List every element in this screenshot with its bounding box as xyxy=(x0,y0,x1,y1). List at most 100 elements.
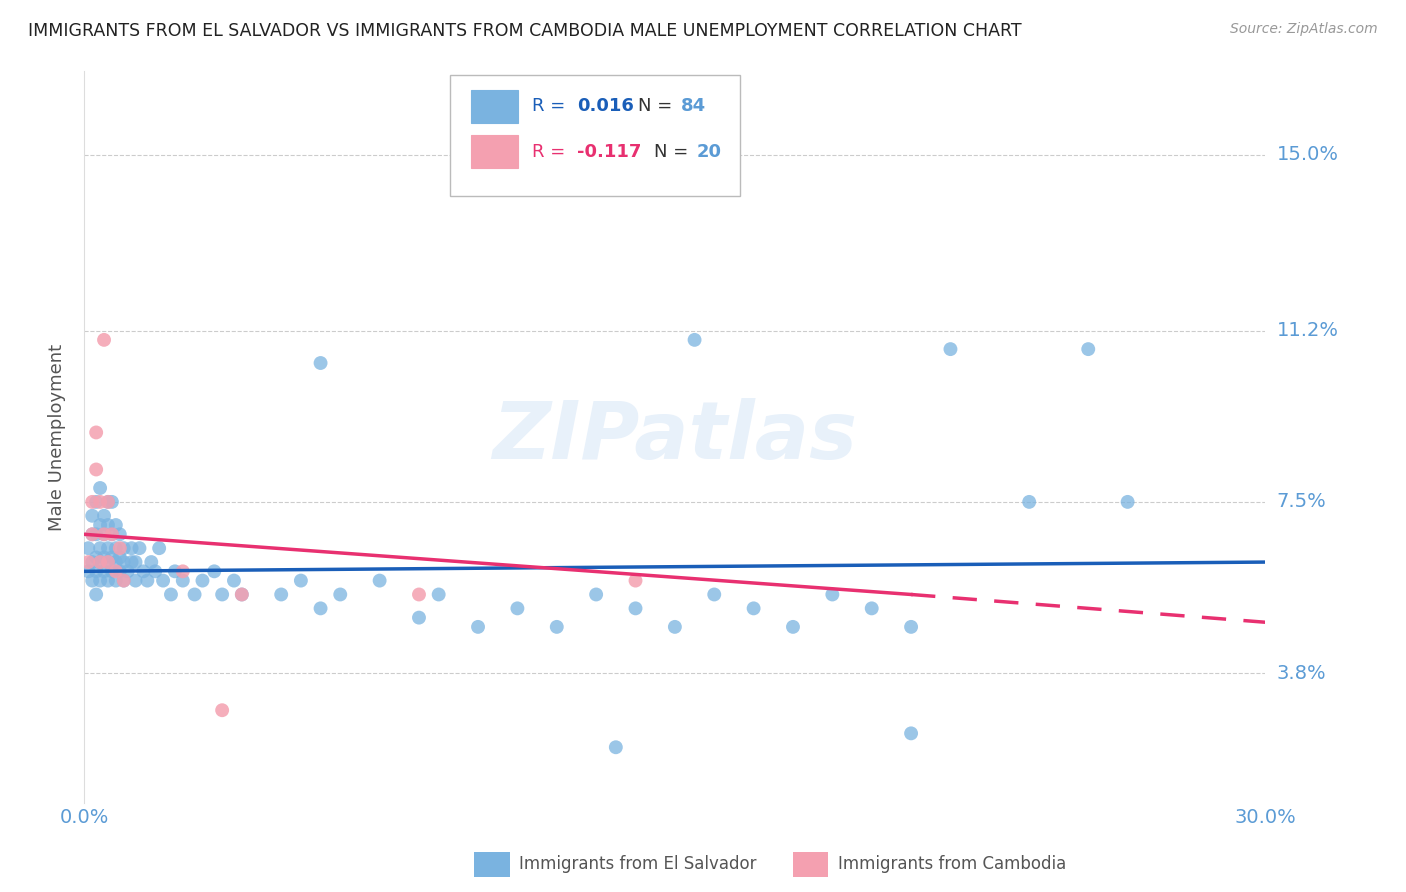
Point xyxy=(84,587,107,601)
Point xyxy=(108,541,131,556)
Point xyxy=(97,555,120,569)
Point xyxy=(202,565,225,579)
Text: 0.016: 0.016 xyxy=(576,97,634,115)
Point xyxy=(82,495,104,509)
Point xyxy=(82,574,104,588)
Point xyxy=(104,574,127,588)
Point xyxy=(84,527,107,541)
Point xyxy=(136,574,159,588)
Point xyxy=(97,518,120,533)
Point xyxy=(467,620,489,634)
Point xyxy=(104,518,127,533)
Point xyxy=(82,527,104,541)
Point xyxy=(683,333,706,347)
Point xyxy=(163,565,186,579)
Text: Immigrants from El Salvador: Immigrants from El Salvador xyxy=(519,855,756,873)
FancyBboxPatch shape xyxy=(474,852,509,878)
Point xyxy=(84,550,107,565)
Point xyxy=(211,587,233,601)
Point xyxy=(97,541,120,556)
Point xyxy=(148,541,170,556)
Point xyxy=(89,574,111,588)
Point xyxy=(939,342,962,356)
Point xyxy=(89,555,111,569)
Point xyxy=(93,508,115,523)
Point xyxy=(93,550,115,565)
Point xyxy=(191,574,214,588)
Point xyxy=(152,574,174,588)
Point xyxy=(108,565,131,579)
Point xyxy=(89,518,111,533)
Point xyxy=(860,601,883,615)
Point xyxy=(143,565,166,579)
FancyBboxPatch shape xyxy=(471,136,517,169)
Point xyxy=(101,565,124,579)
Y-axis label: Male Unemployment: Male Unemployment xyxy=(48,343,66,531)
Point xyxy=(585,587,607,601)
Point xyxy=(82,527,104,541)
Point xyxy=(108,550,131,565)
Point xyxy=(89,495,111,509)
Point xyxy=(211,703,233,717)
Point xyxy=(117,565,139,579)
Point xyxy=(112,574,135,588)
Text: 84: 84 xyxy=(681,97,706,115)
Point xyxy=(104,555,127,569)
Point xyxy=(703,587,725,601)
Point xyxy=(624,601,647,615)
Point xyxy=(97,495,120,509)
Point xyxy=(89,481,111,495)
Point xyxy=(782,620,804,634)
FancyBboxPatch shape xyxy=(450,75,740,195)
Point xyxy=(231,587,253,601)
Point xyxy=(121,555,143,569)
Text: Source: ZipAtlas.com: Source: ZipAtlas.com xyxy=(1230,22,1378,37)
Point xyxy=(132,565,155,579)
Point xyxy=(128,541,150,556)
Point xyxy=(605,740,627,755)
Text: R =: R = xyxy=(531,143,571,161)
Point xyxy=(101,550,124,565)
Point xyxy=(309,356,332,370)
Point xyxy=(77,565,100,579)
Point xyxy=(664,620,686,634)
Point xyxy=(97,555,120,569)
Point xyxy=(309,601,332,615)
Point xyxy=(93,527,115,541)
Point xyxy=(93,333,115,347)
Text: 3.8%: 3.8% xyxy=(1277,664,1326,682)
Point xyxy=(97,574,120,588)
Point xyxy=(506,601,529,615)
Point xyxy=(172,574,194,588)
Point xyxy=(1116,495,1139,509)
Point xyxy=(89,555,111,569)
Point xyxy=(231,587,253,601)
Point xyxy=(329,587,352,601)
Point xyxy=(82,508,104,523)
Text: Immigrants from Cambodia: Immigrants from Cambodia xyxy=(838,855,1066,873)
Point xyxy=(290,574,312,588)
FancyBboxPatch shape xyxy=(471,90,517,123)
Point xyxy=(141,555,163,569)
Point xyxy=(121,541,143,556)
Point xyxy=(89,541,111,556)
Point xyxy=(1018,495,1040,509)
Point xyxy=(172,565,194,579)
Point xyxy=(101,527,124,541)
Text: IMMIGRANTS FROM EL SALVADOR VS IMMIGRANTS FROM CAMBODIA MALE UNEMPLOYMENT CORREL: IMMIGRANTS FROM EL SALVADOR VS IMMIGRANT… xyxy=(28,22,1022,40)
Point xyxy=(112,555,135,569)
Point xyxy=(101,495,124,509)
Point xyxy=(108,527,131,541)
Point xyxy=(821,587,844,601)
Point xyxy=(742,601,765,615)
Point xyxy=(104,565,127,579)
Point xyxy=(624,574,647,588)
Point xyxy=(77,541,100,556)
Text: N =: N = xyxy=(638,97,678,115)
Point xyxy=(77,555,100,569)
Point xyxy=(93,527,115,541)
Point xyxy=(101,527,124,541)
Point xyxy=(124,555,146,569)
Point xyxy=(93,565,115,579)
Point xyxy=(900,620,922,634)
